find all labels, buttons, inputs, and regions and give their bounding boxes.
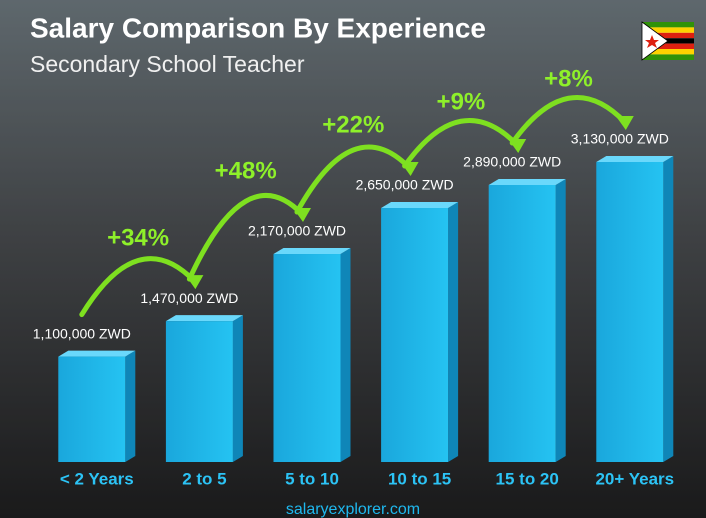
value-label: 1,100,000 ZWD	[33, 325, 131, 341]
footer: salaryexplorer.com	[286, 501, 420, 518]
arrow-head	[615, 116, 634, 130]
value-label: 2,170,000 ZWD	[248, 223, 346, 239]
x-tick-label: 20+ Years	[595, 469, 674, 488]
value-label: 2,890,000 ZWD	[463, 154, 561, 170]
x-tick-label: 2 to 5	[182, 469, 226, 488]
growth-label: +8%	[544, 65, 593, 92]
growth-arrow	[79, 256, 197, 318]
growth-label: +9%	[437, 88, 486, 115]
bar-side	[663, 156, 674, 462]
value-label: 3,130,000 ZWD	[571, 131, 669, 147]
growth-label: +34%	[107, 224, 169, 251]
bar-top	[488, 179, 566, 186]
x-tick-label: 15 to 20	[496, 469, 559, 488]
bar-top	[381, 202, 459, 209]
bar	[58, 356, 126, 462]
growth-arrow	[509, 95, 628, 146]
bar-side	[555, 179, 566, 463]
value-label: 2,650,000 ZWD	[356, 177, 454, 193]
bar	[273, 254, 341, 462]
x-tick-label: 5 to 10	[285, 469, 339, 488]
value-label: 1,470,000 ZWD	[140, 290, 238, 306]
bar-top	[58, 350, 136, 357]
x-tick-label: 10 to 15	[388, 469, 451, 488]
flag	[641, 21, 694, 61]
bar	[596, 162, 664, 462]
growth-arrow	[186, 193, 305, 282]
chart-title: Salary Comparison By Experience	[30, 12, 486, 43]
x-tick-label: < 2 Years	[60, 469, 134, 488]
bar-side	[232, 315, 243, 462]
growth-arrow	[402, 118, 520, 169]
chart-subtitle: Secondary School Teacher	[30, 51, 305, 77]
bar	[381, 208, 449, 462]
bar-top	[165, 315, 243, 322]
bar-side	[340, 248, 351, 462]
bar-top	[273, 248, 351, 255]
bar	[165, 321, 233, 462]
growth-label: +22%	[322, 111, 384, 138]
bar-side	[125, 350, 136, 462]
bar-top	[596, 156, 674, 162]
bar	[488, 185, 556, 463]
bar-side	[448, 202, 459, 462]
growth-label: +48%	[215, 157, 277, 184]
growth-arrow	[294, 144, 413, 215]
